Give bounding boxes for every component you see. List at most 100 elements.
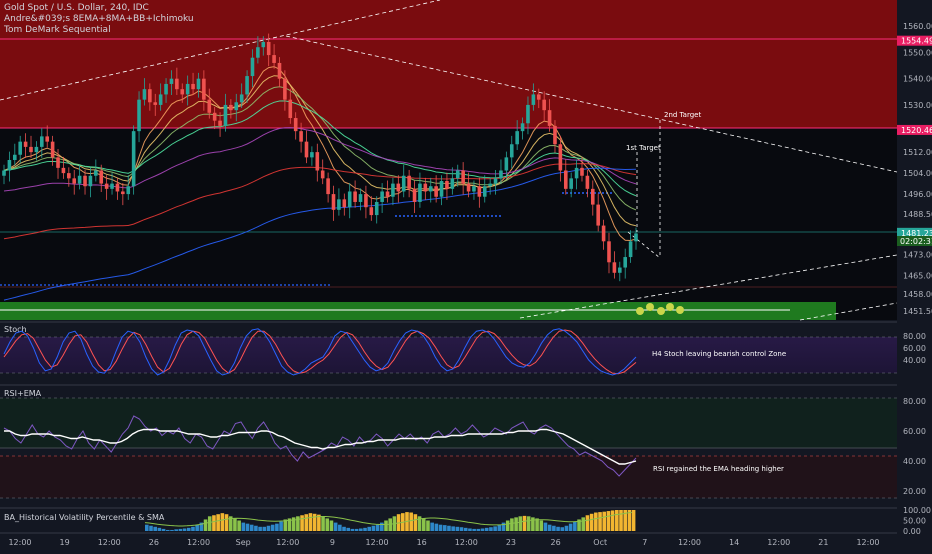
candle-body[interactable]: [509, 144, 514, 158]
candle-body[interactable]: [493, 178, 498, 184]
candle-body[interactable]: [472, 186, 476, 192]
candle-body[interactable]: [423, 183, 428, 192]
candle-body[interactable]: [428, 186, 433, 192]
candle-body[interactable]: [261, 41, 266, 48]
candle-body[interactable]: [40, 136, 44, 147]
candle-body[interactable]: [558, 144, 563, 171]
candle-body[interactable]: [115, 183, 120, 192]
candle-body[interactable]: [256, 47, 260, 58]
price-scale[interactable]: 1560.001550.001540.001530.001521.001512.…: [897, 0, 932, 550]
candle-body[interactable]: [596, 204, 600, 226]
candle-body[interactable]: [131, 131, 136, 187]
symbol-title[interactable]: Gold Spot / U.S. Dollar, 240, IDC: [4, 3, 149, 13]
candle-body[interactable]: [520, 123, 525, 132]
candle-body[interactable]: [56, 157, 60, 168]
candle-body[interactable]: [499, 170, 503, 179]
candle-body[interactable]: [126, 186, 131, 195]
candle-body[interactable]: [590, 188, 595, 205]
candle-body[interactable]: [617, 267, 622, 273]
hv-pane[interactable]: BA_Historical Volatility Percentile & SM…: [4, 510, 636, 531]
candle-body[interactable]: [229, 104, 233, 111]
candle-body[interactable]: [401, 175, 406, 192]
candle-body[interactable]: [2, 170, 6, 176]
rsi-title[interactable]: RSI+EMA: [4, 389, 42, 398]
candle-body[interactable]: [164, 83, 168, 95]
candle-body[interactable]: [239, 94, 244, 103]
candle-body[interactable]: [439, 180, 444, 197]
candle-body[interactable]: [196, 78, 201, 90]
ascending-trendline[interactable]: [519, 254, 898, 319]
candle-body[interactable]: [83, 175, 87, 187]
candle-body[interactable]: [563, 170, 568, 189]
candle-body[interactable]: [315, 152, 320, 171]
candle-body[interactable]: [148, 89, 152, 103]
candle-body[interactable]: [158, 94, 163, 105]
candle-body[interactable]: [218, 120, 222, 126]
candle-body[interactable]: [7, 160, 12, 171]
candle-body[interactable]: [347, 191, 352, 208]
candle-body[interactable]: [88, 175, 93, 187]
candle-body[interactable]: [455, 170, 460, 179]
candle-body[interactable]: [337, 199, 341, 210]
candle-body[interactable]: [585, 175, 590, 189]
candle-body[interactable]: [461, 170, 465, 184]
candle-body[interactable]: [380, 191, 384, 202]
candle-body[interactable]: [293, 118, 298, 132]
candle-body[interactable]: [104, 183, 109, 189]
candle-body[interactable]: [342, 199, 347, 208]
candle-body[interactable]: [288, 99, 293, 119]
candle-body[interactable]: [169, 78, 174, 84]
price-pane[interactable]: 1st Target 2nd Target: [0, 0, 898, 321]
candle-body[interactable]: [29, 146, 33, 153]
candle-body[interactable]: [67, 173, 71, 179]
time-axis[interactable]: 12:00 19 12:00 26 12:00 Sep 12:00 9 12:00 16 12:00…: [0, 532, 897, 547]
candle-body[interactable]: [412, 188, 417, 202]
candle-body[interactable]: [434, 186, 438, 197]
candle-body[interactable]: [180, 89, 185, 95]
candle-body[interactable]: [607, 241, 611, 263]
candle-body[interactable]: [142, 89, 147, 100]
candle-body[interactable]: [488, 183, 492, 187]
candle-body[interactable]: [175, 78, 179, 90]
candle-body[interactable]: [542, 99, 546, 111]
candle-body[interactable]: [94, 170, 98, 176]
candle-body[interactable]: [504, 157, 509, 171]
candle-body[interactable]: [272, 55, 276, 63]
candle-body[interactable]: [391, 183, 395, 197]
candle-body[interactable]: [396, 183, 401, 192]
candle-body[interactable]: [277, 62, 282, 79]
candle-body[interactable]: [574, 167, 579, 179]
candle-body[interactable]: [320, 170, 325, 179]
candle-body[interactable]: [445, 180, 449, 189]
stoch-pane[interactable]: Stoch H4 Stoch leaving bearish control Z…: [0, 325, 897, 376]
candle-body[interactable]: [45, 136, 50, 142]
candle-body[interactable]: [418, 183, 422, 202]
candle-body[interactable]: [23, 141, 28, 147]
indicator-legend-1[interactable]: Andre&#039;s 8EMA+8MA+BB+Ichimoku: [4, 14, 194, 24]
candle-body[interactable]: [310, 152, 314, 158]
stoch-title[interactable]: Stoch: [4, 325, 27, 334]
candle-body[interactable]: [466, 183, 471, 192]
candle-body[interactable]: [547, 110, 552, 126]
candle-body[interactable]: [407, 175, 411, 189]
candle-body[interactable]: [304, 141, 309, 158]
candle-body[interactable]: [358, 194, 363, 202]
candle-body[interactable]: [526, 104, 530, 124]
candle-body[interactable]: [223, 104, 228, 126]
candle-body[interactable]: [553, 125, 557, 145]
candle-body[interactable]: [137, 99, 141, 132]
candle-body[interactable]: [353, 191, 357, 202]
candle-body[interactable]: [369, 207, 374, 216]
candle-body[interactable]: [283, 78, 287, 100]
candle-body[interactable]: [245, 76, 249, 95]
candle-body[interactable]: [61, 167, 66, 174]
candle-body[interactable]: [34, 146, 39, 153]
candle-body[interactable]: [331, 194, 336, 210]
candle-body[interactable]: [250, 57, 255, 77]
candle-body[interactable]: [266, 41, 271, 56]
candle-body[interactable]: [385, 191, 390, 197]
candle-body[interactable]: [110, 183, 114, 189]
upper-trendline[interactable]: [0, 0, 441, 101]
